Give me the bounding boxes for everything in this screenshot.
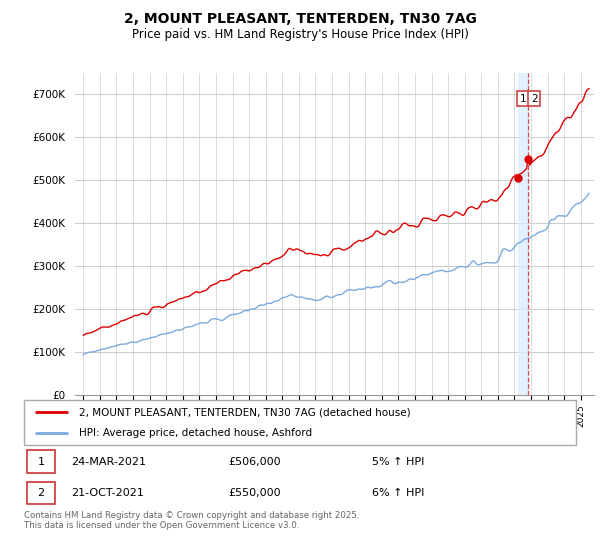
- Bar: [27, 482, 55, 505]
- Text: HPI: Average price, detached house, Ashford: HPI: Average price, detached house, Ashf…: [79, 428, 313, 438]
- Text: Price paid vs. HM Land Registry's House Price Index (HPI): Price paid vs. HM Land Registry's House …: [131, 28, 469, 41]
- Text: 24-MAR-2021: 24-MAR-2021: [71, 456, 146, 466]
- Bar: [518, 73, 528, 395]
- Text: 1: 1: [520, 94, 526, 104]
- Text: 6% ↑ HPI: 6% ↑ HPI: [372, 488, 424, 498]
- Text: 2: 2: [38, 488, 44, 498]
- Text: 21-OCT-2021: 21-OCT-2021: [71, 488, 144, 498]
- Bar: [27, 450, 55, 473]
- Text: 2, MOUNT PLEASANT, TENTERDEN, TN30 7AG: 2, MOUNT PLEASANT, TENTERDEN, TN30 7AG: [124, 12, 476, 26]
- Text: Contains HM Land Registry data © Crown copyright and database right 2025.
This d: Contains HM Land Registry data © Crown c…: [24, 511, 359, 530]
- Text: 1: 1: [38, 456, 44, 466]
- Text: £506,000: £506,000: [228, 456, 281, 466]
- Text: £550,000: £550,000: [228, 488, 281, 498]
- Text: 2: 2: [531, 94, 538, 104]
- Text: 5% ↑ HPI: 5% ↑ HPI: [372, 456, 424, 466]
- Text: 2, MOUNT PLEASANT, TENTERDEN, TN30 7AG (detached house): 2, MOUNT PLEASANT, TENTERDEN, TN30 7AG (…: [79, 408, 411, 418]
